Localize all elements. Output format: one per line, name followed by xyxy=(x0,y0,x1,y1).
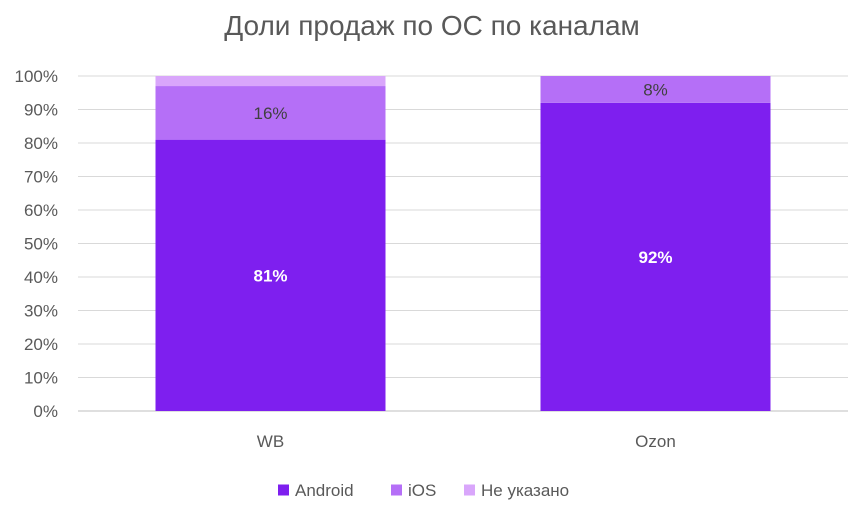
y-tick-label: 70% xyxy=(24,168,58,187)
bar-segment xyxy=(155,139,386,411)
legend-swatch xyxy=(464,484,475,496)
legend-label: Android xyxy=(295,481,354,500)
data-label: 16% xyxy=(253,104,287,123)
legend-swatch xyxy=(391,484,402,496)
y-tick-label: 50% xyxy=(24,235,58,254)
bars: 81% 16% 92% 8% xyxy=(155,76,771,412)
y-tick-label: 40% xyxy=(24,268,58,287)
y-axis: 0% 10% 20% 30% 40% 50% 60% 70% 80% 90% 100% xyxy=(15,67,58,421)
data-label: 8% xyxy=(643,80,668,99)
y-tick-label: 0% xyxy=(33,402,58,421)
x-category-label: Ozon xyxy=(635,432,676,451)
data-label: 81% xyxy=(253,266,287,285)
y-tick-label: 30% xyxy=(24,302,58,321)
chart-title: Доли продаж по ОС по каналам xyxy=(224,10,640,41)
data-label: 92% xyxy=(638,248,672,267)
y-tick-label: 20% xyxy=(24,335,58,354)
bar-segment xyxy=(155,86,386,140)
legend-label: iOS xyxy=(408,481,436,500)
x-axis: WB Ozon xyxy=(257,432,676,451)
y-tick-label: 60% xyxy=(24,201,58,220)
legend-swatch xyxy=(278,484,289,496)
bar-segment xyxy=(540,102,771,412)
x-category-label: WB xyxy=(257,432,284,451)
bar-segment xyxy=(540,76,771,103)
y-tick-label: 100% xyxy=(15,67,58,86)
bar-segment xyxy=(155,76,386,87)
y-tick-label: 90% xyxy=(24,101,58,120)
y-tick-label: 10% xyxy=(24,369,58,388)
y-tick-label: 80% xyxy=(24,134,58,153)
legend: Android iOS Не указано xyxy=(278,481,569,500)
legend-label: Не указано xyxy=(481,481,569,500)
